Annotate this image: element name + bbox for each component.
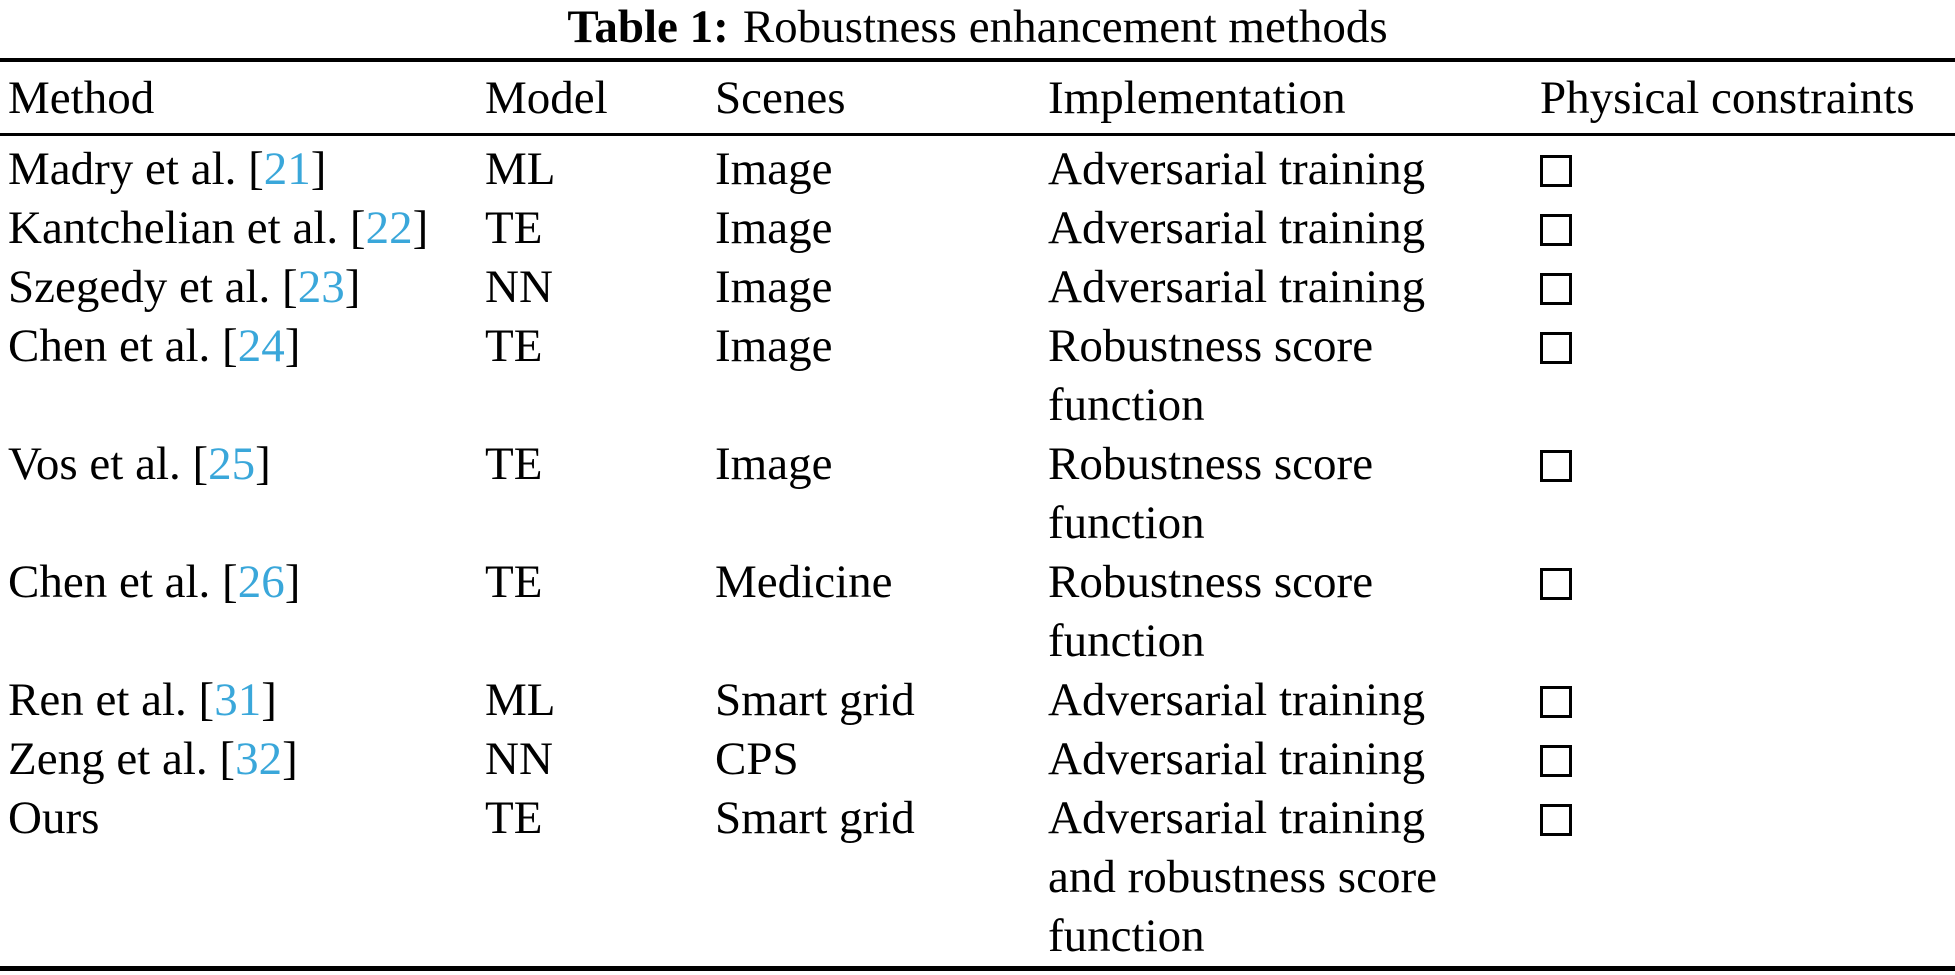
model-cell: NN	[485, 733, 553, 785]
scenes-cell: Smart grid	[715, 792, 915, 844]
citation-link[interactable]: 31	[214, 674, 262, 726]
implementation-cell: Adversarial training	[1048, 202, 1426, 254]
empty-checkbox-icon	[1540, 450, 1572, 482]
model-cell: NN	[485, 261, 553, 313]
table-top-rule	[0, 58, 1955, 62]
table-bottom-rule	[0, 966, 1955, 971]
model-cell: TE	[485, 438, 543, 490]
citation-link[interactable]: 21	[263, 143, 311, 195]
citation-link[interactable]: 26	[237, 556, 285, 608]
empty-checkbox-icon	[1540, 745, 1572, 777]
physical-constraints-cell	[1540, 199, 1955, 246]
header-cell-model: Model	[485, 71, 608, 124]
implementation-cell: Robustness score function	[1048, 320, 1374, 431]
model-cell: TE	[485, 556, 543, 608]
method-cell: Vos et al. [25]	[8, 438, 271, 490]
header-cell-implementation: Implementation	[1048, 71, 1346, 124]
robustness-table-body: Madry et al. [21] ML Image Adversarial t…	[0, 136, 1955, 966]
citation-link[interactable]: 24	[237, 320, 285, 372]
model-cell: ML	[485, 674, 556, 726]
citation-link[interactable]: 32	[235, 733, 283, 785]
scenes-cell: CPS	[715, 733, 799, 785]
scenes-cell: Medicine	[715, 556, 893, 608]
physical-constraints-cell	[1540, 435, 1955, 482]
physical-constraints-cell	[1540, 317, 1955, 364]
scenes-cell: Image	[715, 202, 833, 254]
scenes-cell: Image	[715, 261, 833, 313]
scenes-cell: Image	[715, 320, 833, 372]
citation-link[interactable]: 22	[365, 202, 413, 254]
empty-checkbox-icon	[1540, 686, 1572, 718]
implementation-cell: Adversarial training	[1048, 143, 1426, 195]
caption-label: Table 1:	[567, 1, 729, 53]
table-header-rule	[0, 133, 1955, 136]
method-cell: Ren et al. [31]	[8, 674, 277, 726]
physical-constraints-cell	[1540, 258, 1955, 305]
method-cell: Chen et al. [24]	[8, 320, 301, 372]
header-cell-physical-constraints: Physical constraints	[1540, 71, 1915, 124]
method-cell: Szegedy et al. [23]	[8, 261, 361, 313]
physical-constraints-cell	[1540, 789, 1955, 836]
table-caption: Table 1: Robustness enhancement methods	[0, 0, 1955, 58]
physical-constraints-cell	[1540, 730, 1955, 777]
citation-link[interactable]: 23	[297, 261, 345, 313]
physical-constraints-cell	[1540, 140, 1955, 187]
header-cell-scenes: Scenes	[715, 71, 846, 124]
physical-constraints-cell	[1540, 553, 1955, 600]
method-cell: Madry et al. [21]	[8, 143, 327, 195]
method-cell: Ours	[8, 792, 100, 844]
model-cell: TE	[485, 792, 543, 844]
empty-checkbox-icon	[1540, 568, 1572, 600]
implementation-cell: Adversarial training	[1048, 674, 1426, 726]
model-cell: TE	[485, 202, 543, 254]
model-cell: TE	[485, 320, 543, 372]
implementation-cell: Adversarial training	[1048, 261, 1426, 313]
implementation-cell: Adversarial training and robustness scor…	[1048, 792, 1437, 962]
empty-checkbox-icon	[1540, 332, 1572, 364]
citation-link[interactable]: 25	[208, 438, 256, 490]
implementation-cell: Robustness score function	[1048, 438, 1374, 549]
caption-title: Robustness enhancement methods	[742, 1, 1388, 53]
method-cell: Chen et al. [26]	[8, 556, 301, 608]
empty-checkbox-icon	[1540, 155, 1572, 187]
physical-constraints-cell	[1540, 671, 1955, 718]
scenes-cell: Smart grid	[715, 674, 915, 726]
header-cell-method: Method	[8, 71, 155, 124]
model-cell: ML	[485, 143, 556, 195]
empty-checkbox-icon	[1540, 214, 1572, 246]
empty-checkbox-icon	[1540, 273, 1572, 305]
empty-checkbox-icon	[1540, 804, 1572, 836]
implementation-cell: Robustness score function	[1048, 556, 1374, 667]
method-cell: Zeng et al. [32]	[8, 733, 298, 785]
table-header-row: Method Model Scenes Implementation Physi…	[0, 62, 1955, 133]
scenes-cell: Image	[715, 438, 833, 490]
implementation-cell: Adversarial training	[1048, 733, 1426, 785]
method-cell: Kantchelian et al. [22]	[8, 202, 429, 254]
scenes-cell: Image	[715, 143, 833, 195]
